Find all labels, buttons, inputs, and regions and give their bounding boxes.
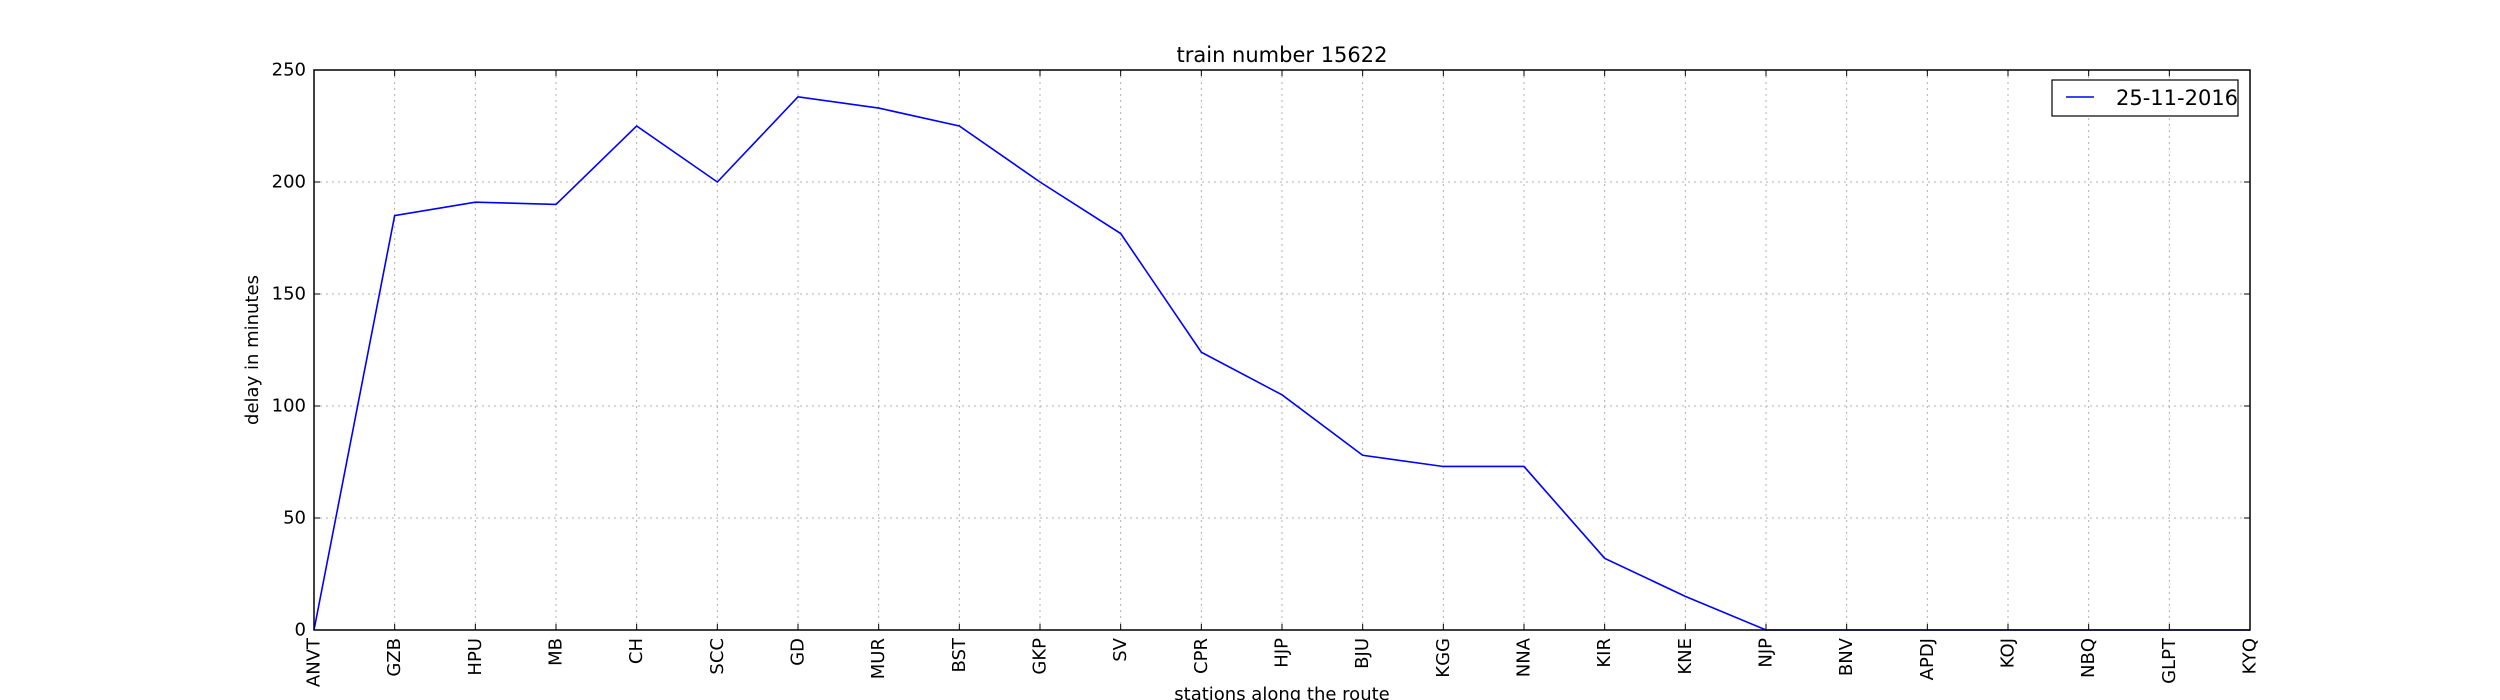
y-tick-label: 150 bbox=[272, 284, 306, 305]
legend-label: 25-11-2016 bbox=[2116, 86, 2238, 110]
x-axis-title: stations along the route bbox=[1174, 684, 1389, 700]
x-tick-label: GKP bbox=[1030, 638, 1051, 675]
x-tick-label: HJP bbox=[1272, 638, 1293, 668]
x-tick-label: SCC bbox=[707, 638, 728, 675]
y-tick-label: 200 bbox=[272, 172, 306, 193]
legend-box bbox=[2051, 79, 2239, 117]
x-tick-label: KGG bbox=[1433, 638, 1454, 678]
chart-title: train number 15622 bbox=[1177, 43, 1388, 67]
x-tick-label: MB bbox=[546, 638, 567, 666]
x-tick-label: NBQ bbox=[2078, 638, 2099, 678]
x-tick-label: BJU bbox=[1352, 638, 1373, 669]
x-tick-label: SV bbox=[1110, 637, 1131, 661]
x-tick-label: KOJ bbox=[1998, 638, 2019, 668]
grid bbox=[314, 70, 2250, 630]
x-tick-label: MUR bbox=[868, 638, 889, 679]
y-axis-title: delay in minutes bbox=[242, 275, 263, 425]
x-tick-label: NJP bbox=[1756, 638, 1777, 668]
x-tick-label: HPU bbox=[465, 638, 486, 676]
x-tick-label: KYQ bbox=[2240, 638, 2261, 674]
x-tick-label: CH bbox=[626, 638, 647, 664]
ticks: ANVT GZB HPU MB CH SCC GD MUR BST GKP SV CPR HJP BJU K… bbox=[272, 60, 2261, 688]
x-tick-label: BNV bbox=[1836, 637, 1857, 676]
y-tick-label: 50 bbox=[283, 508, 306, 529]
x-tick-label: KIR bbox=[1594, 638, 1615, 668]
x-tick-label: APDJ bbox=[1917, 638, 1938, 680]
x-tick-label: BST bbox=[949, 637, 970, 672]
x-tick-label: GZB bbox=[384, 638, 405, 677]
x-tick-label: NNA bbox=[1514, 637, 1535, 677]
x-tick-label: ANVT bbox=[304, 637, 325, 687]
y-tick-label: 250 bbox=[272, 60, 306, 81]
x-tick-label: CPR bbox=[1191, 638, 1212, 674]
x-tick-label: GD bbox=[788, 638, 809, 666]
x-tick-label: GLPT bbox=[2159, 637, 2180, 684]
y-tick-label: 100 bbox=[272, 396, 306, 417]
legend: 25-11-2016 bbox=[2051, 79, 2239, 117]
x-tick-label: KNE bbox=[1675, 638, 1696, 675]
y-tick-label: 0 bbox=[295, 620, 306, 641]
